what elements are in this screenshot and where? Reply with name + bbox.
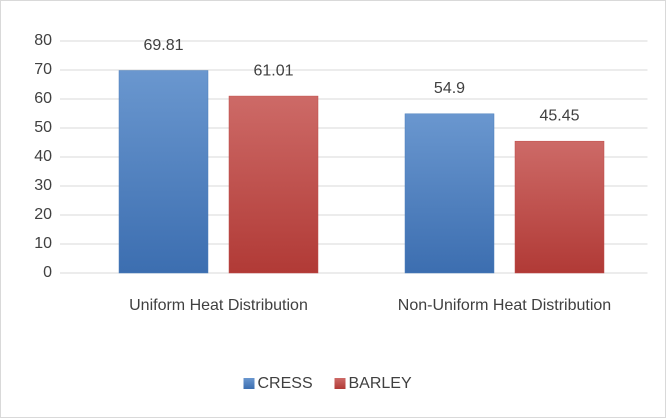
- x-tick-label: Non-Uniform Heat Distribution: [397, 297, 612, 314]
- bar: [118, 70, 209, 274]
- bar: [228, 95, 319, 274]
- y-tick-label: 10: [34, 235, 52, 252]
- legend-swatch: [334, 378, 346, 389]
- bar: [514, 140, 605, 274]
- x-tick-label: Uniform Heat Distribution: [129, 297, 308, 314]
- y-tick-label: 20: [34, 206, 52, 223]
- data-label: 61.01: [253, 62, 293, 79]
- y-tick-label: 0: [43, 264, 52, 281]
- legend-label: BARLEY: [349, 375, 412, 392]
- legend-swatch: [243, 378, 255, 389]
- legend-label: CRESS: [258, 375, 313, 392]
- data-label: 54.9: [434, 80, 465, 97]
- data-label: 45.45: [539, 107, 579, 124]
- y-tick-label: 40: [34, 148, 52, 165]
- bar: [404, 113, 495, 274]
- y-tick-label: 80: [34, 32, 52, 49]
- y-tick-label: 70: [34, 61, 52, 78]
- y-tick-label: 50: [34, 119, 52, 136]
- y-tick-label: 30: [34, 177, 52, 194]
- y-tick-label: 60: [34, 90, 52, 107]
- data-label: 69.81: [143, 37, 183, 54]
